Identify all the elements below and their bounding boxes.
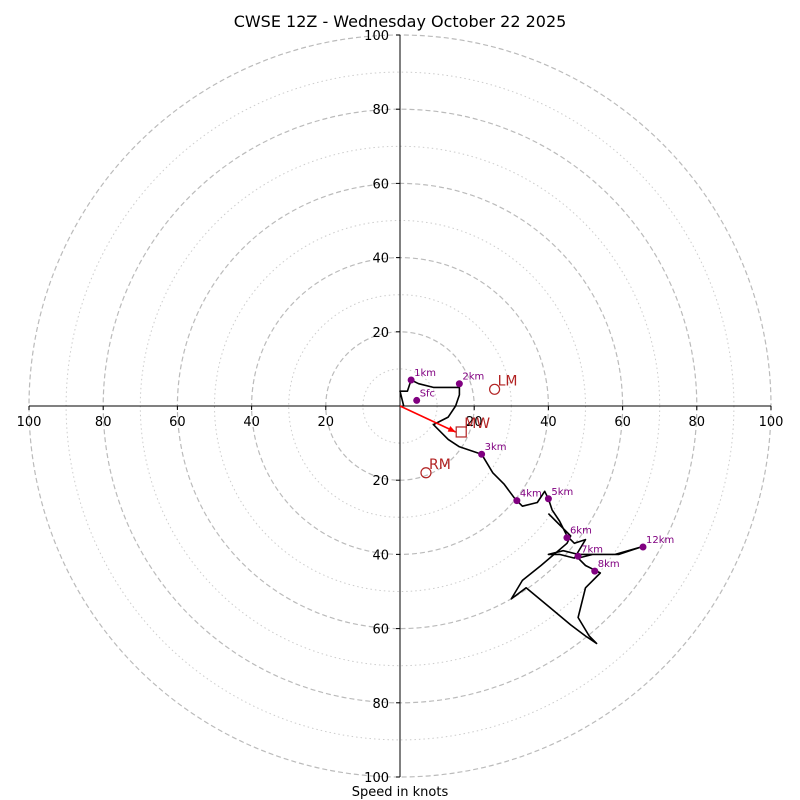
y-tick-label: 20 [372,474,389,489]
x-tick-label: 60 [169,415,186,430]
y-tick-label: 100 [364,29,389,44]
height-label-7km: 7km [581,544,603,555]
chart-title: CWSE 12Z - Wednesday October 22 2025 [234,12,567,31]
height-label-2km: 2km [462,372,484,383]
height-label-12km: 12km [646,535,674,546]
x-tick-label: 20 [318,415,335,430]
x-tick-label: 80 [689,415,706,430]
height-marker-7km [574,552,582,560]
shear-vector-line [399,405,456,433]
storm-motion-lm-label: LM [498,373,518,389]
y-tick-label: 80 [372,697,389,712]
storm-motion-rm-label: RM [429,457,451,473]
height-markers: Sfc 1km 2km 3km 4km 5km 6km 7km 8km 12km [407,368,674,575]
shear-vector [399,405,456,433]
height-marker-3km [478,450,486,458]
storm-motion-mw-marker [455,426,467,438]
x-tick-label: 60 [614,415,631,430]
height-label-4km: 4km [520,489,542,500]
shear-vector-arrowhead [447,426,456,432]
height-marker-2km [455,380,463,388]
y-tick-label: 20 [372,326,389,341]
height-marker-6km [563,534,571,542]
height-marker-8km [591,567,599,575]
x-tick-label: 80 [95,415,112,430]
x-axis-label: Speed in knots [352,785,449,800]
height-marker-4km [513,497,521,505]
x-tick-label: 40 [540,415,557,430]
storm-motion-lm-marker [489,383,501,395]
wind-trace [399,379,642,645]
x-tick-label: 100 [759,415,784,430]
height-label-3km: 3km [485,442,507,453]
height-marker-12km [639,543,647,551]
tick-labels: 100 80 60 40 20 20 40 60 80 100 100 80 60 40 20 20 40 60 8… [17,29,784,786]
storm-motion-rm-marker [420,467,432,479]
y-tick-label: 60 [372,623,389,638]
y-tick-label: 100 [364,771,389,786]
height-label-1km: 1km [414,368,436,379]
height-label-6km: 6km [570,526,592,537]
x-tick-label: 100 [17,415,42,430]
y-tick-label: 40 [372,548,389,563]
y-tick-label: 80 [372,103,389,118]
height-marker-1km [407,376,415,384]
storm-motions: LM RM MW [420,373,518,479]
y-tick-label: 40 [372,252,389,267]
hodograph-trace [399,379,642,645]
height-label-5km: 5km [551,487,573,498]
x-tick-label: 40 [243,415,260,430]
height-marker-sfc [413,396,421,404]
height-marker-5km [544,495,552,503]
x-tick-label: 20 [466,415,483,430]
height-label-sfc: Sfc [420,388,435,399]
storm-motion-mw-label: MW [464,416,490,432]
y-tick-label: 60 [372,177,389,192]
height-label-8km: 8km [598,559,620,570]
